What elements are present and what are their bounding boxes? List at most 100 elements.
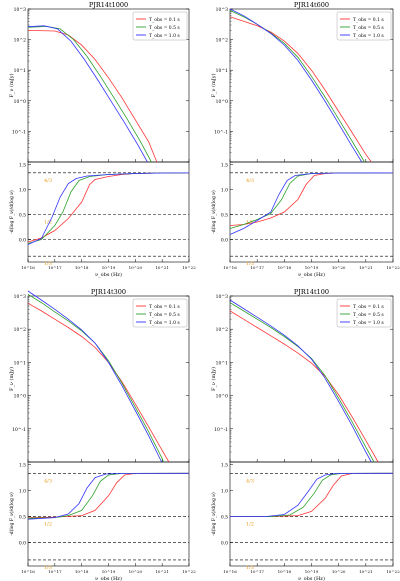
flux-y-label: F_ν (mJy) [8, 367, 15, 391]
x-tick-label: 10^20 [332, 265, 346, 270]
reference-line-label: 1/3 [246, 261, 254, 267]
index-series-line [27, 472, 190, 518]
index-y-tick-label: 0.5 [19, 515, 26, 521]
reference-line-label: 1/3 [44, 261, 52, 267]
index-y-label: -d(log F_ν)/d(log ν) [210, 190, 217, 234]
flux-y-tick-label: 10^2 [216, 326, 228, 333]
x-tick-label: 10^22 [182, 265, 196, 270]
flux-y-tick-label: 10^1 [14, 67, 26, 74]
x-tick-label: 10^21 [155, 569, 169, 574]
flux-y-tick-label: 10^-1 [214, 426, 228, 433]
x-tick-label: 10^17 [250, 265, 264, 270]
index-y-tick-label: 0.0 [19, 541, 26, 547]
index-y-tick-label: 0.5 [221, 515, 228, 521]
x-tick-label: 10^16 [21, 265, 35, 270]
legend-label: T_obs = 1.0 s [353, 320, 384, 326]
chart-title: PJR14t1000 [89, 1, 128, 9]
chart-panel-3: PJR14t300 10^-1 10^0 10^1 10^2 10^3 F_ν (mJy) 4… [8, 288, 196, 581]
flux-series-line [27, 25, 152, 163]
reference-line-label: 4/3 [246, 478, 254, 484]
legend-box [132, 11, 188, 41]
index-y-tick-label: 1.5 [221, 163, 228, 169]
legend-box [336, 11, 392, 41]
index-y-tick-label: 1.5 [221, 463, 228, 469]
x-tick-label: 10^22 [182, 569, 196, 574]
flux-y-tick-label: 10^3 [216, 293, 228, 300]
index-series-line [27, 172, 190, 244]
index-y-tick-label: 0.0 [221, 238, 228, 244]
x-tick-label: 10^20 [129, 265, 143, 270]
x-axis-label: ν_obs (Hz) [298, 271, 325, 278]
x-tick-label: 10^19 [102, 569, 116, 574]
flux-y-tick-label: 10^2 [14, 326, 26, 333]
index-series-line [230, 472, 394, 517]
flux-y-tick-label: 10^3 [14, 293, 26, 300]
index-y-tick-label: 1.5 [19, 463, 26, 469]
reference-line-label: 1/2 [44, 220, 52, 226]
index-y-label: -d(log F_ν)/d(log ν) [210, 492, 217, 536]
x-tick-label: 10^16 [223, 265, 237, 270]
flux-y-tick-label: 10^-1 [12, 426, 26, 433]
reference-line-label: 4/3 [44, 178, 52, 184]
flux-y-tick-label: 10^3 [14, 6, 26, 13]
index-y-tick-label: 1.0 [221, 489, 228, 495]
chart-panel-1: PJR14t1000 10^-1 10^0 10^1 10^2 10^3 F_ν (mJy)… [8, 1, 196, 278]
index-y-label: -d(log F_ν)/d(log ν) [8, 190, 15, 234]
reference-line-label: 4/3 [44, 478, 52, 484]
flux-y-tick-label: 10^1 [14, 359, 26, 366]
flux-y-tick-label: 10^2 [14, 37, 26, 44]
reference-line-label: 4/3 [246, 178, 254, 184]
index-axes-frame [27, 161, 190, 263]
flux-series-line [229, 16, 372, 163]
index-y-tick-label: 0.5 [221, 213, 228, 219]
legend-box [132, 298, 188, 328]
index-axes-frame [229, 461, 394, 567]
legend-label: T_obs = 0.1 s [353, 17, 384, 23]
index-y-tick-label: 0.0 [19, 238, 26, 244]
flux-y-tick-label: 10^-1 [12, 128, 26, 135]
flux-series-line [27, 293, 164, 463]
x-tick-label: 10^21 [359, 569, 373, 574]
x-tick-label: 10^20 [332, 569, 346, 574]
flux-y-tick-label: 10^0 [14, 98, 26, 105]
flux-y-tick-label: 10^1 [216, 359, 228, 366]
x-tick-label: 10^19 [102, 265, 116, 270]
legend-label: T_obs = 1.0 s [353, 33, 384, 39]
index-series-line [27, 472, 190, 520]
x-axis-label: ν_obs (Hz) [95, 575, 122, 581]
index-series-line [27, 172, 190, 245]
x-axis-label: ν_obs (Hz) [95, 271, 122, 278]
flux-y-tick-label: 10^0 [14, 393, 26, 400]
x-tick-label: 10^16 [223, 569, 237, 574]
x-tick-label: 10^18 [75, 569, 89, 574]
flux-series-line [229, 299, 372, 463]
x-tick-label: 10^18 [75, 265, 89, 270]
x-tick-label: 10^16 [21, 569, 35, 574]
reference-line-label: 1/2 [246, 522, 254, 528]
flux-y-tick-label: 10^1 [216, 67, 228, 74]
index-y-tick-label: 1.0 [19, 188, 26, 194]
index-series-line [229, 172, 394, 229]
chart-panel-4: PJR14t100 10^-1 10^0 10^1 10^2 10^3 F_ν (mJy) 4… [210, 288, 400, 581]
chart-title: PJR14t600 [294, 1, 329, 9]
index-y-tick-label: 1.5 [19, 163, 26, 169]
flux-y-tick-label: 10^0 [216, 393, 228, 400]
flux-series-line [27, 290, 162, 463]
legend-label: T_obs = 0.1 s [353, 304, 384, 310]
index-series-line [27, 172, 190, 243]
index-y-tick-label: 0.0 [221, 541, 228, 547]
chart-panel-2: PJR14t600 10^-1 10^0 10^1 10^2 10^3 F_ν (mJy) 4… [210, 1, 400, 278]
x-tick-label: 10^21 [359, 265, 373, 270]
x-tick-label: 10^18 [278, 569, 292, 574]
index-axes-frame [27, 461, 190, 567]
x-tick-label: 10^20 [129, 569, 143, 574]
x-tick-label: 10^18 [278, 265, 292, 270]
legend-box [336, 298, 392, 328]
flux-y-tick-label: 10^3 [216, 6, 228, 13]
index-series-line [230, 472, 394, 517]
x-tick-label: 10^17 [48, 265, 62, 270]
index-series-line [229, 172, 394, 226]
legend-label: T_obs = 0.1 s [149, 17, 180, 23]
flux-y-label: F_ν (mJy) [210, 367, 217, 391]
